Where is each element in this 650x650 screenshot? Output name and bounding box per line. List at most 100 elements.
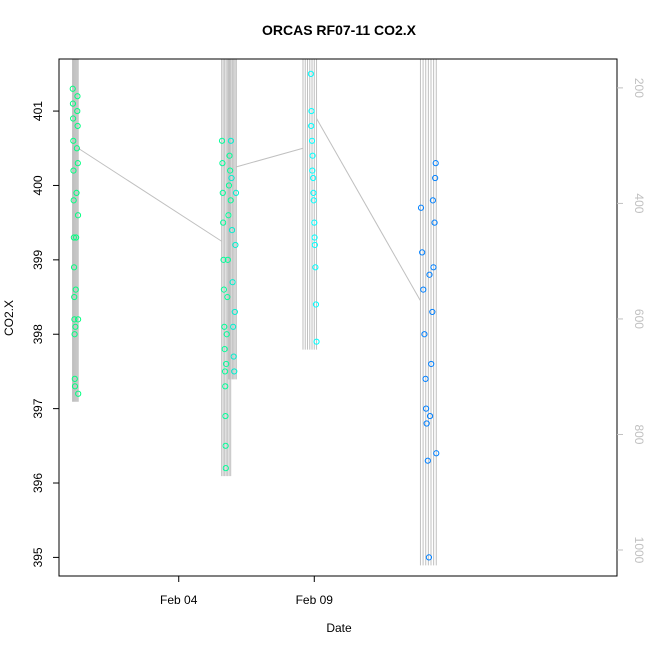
data-point bbox=[417, 204, 425, 211]
data-point bbox=[419, 249, 426, 256]
data-point bbox=[223, 331, 230, 338]
x-tick-label: Feb 09 bbox=[296, 593, 334, 607]
data-point bbox=[423, 405, 430, 412]
data-point bbox=[430, 264, 437, 271]
data-point bbox=[71, 383, 79, 390]
data-point bbox=[70, 115, 77, 122]
data-point bbox=[74, 93, 81, 100]
data-point bbox=[420, 286, 427, 293]
data-point bbox=[219, 189, 226, 196]
data-point bbox=[224, 256, 231, 263]
y2-tick-label: 1000 bbox=[632, 537, 646, 564]
data-point bbox=[225, 212, 232, 219]
pressure-trace-segment bbox=[77, 147, 222, 242]
data-point bbox=[232, 241, 239, 249]
data-point bbox=[73, 234, 80, 241]
data-point bbox=[230, 353, 237, 360]
plot-frame bbox=[58, 58, 618, 577]
pressure-trace-group bbox=[72, 59, 437, 566]
y-tick-label: 398 bbox=[31, 324, 45, 344]
data-point bbox=[227, 197, 234, 204]
data-point bbox=[70, 234, 77, 241]
secondary-y-axis: 200 400 600 800 1000 bbox=[617, 78, 646, 564]
data-point bbox=[72, 323, 79, 330]
data-point bbox=[426, 412, 434, 420]
y-tick-label: 399 bbox=[31, 250, 45, 270]
data-point bbox=[311, 234, 318, 241]
data-point bbox=[231, 308, 238, 316]
data-point bbox=[433, 450, 440, 457]
y-axis-label: CO2.X bbox=[2, 300, 16, 336]
data-point bbox=[421, 331, 428, 338]
data-point bbox=[226, 152, 233, 159]
data-point bbox=[311, 219, 318, 226]
chart-title: ORCAS RF07-11 CO2.X bbox=[262, 22, 417, 38]
data-point bbox=[312, 301, 320, 308]
data-point bbox=[221, 346, 228, 353]
y2-tick-label: 800 bbox=[632, 424, 646, 444]
y-tick-label: 395 bbox=[31, 547, 45, 567]
data-point bbox=[425, 554, 433, 561]
data-point bbox=[70, 197, 77, 204]
data-point bbox=[71, 331, 78, 338]
x-axis-label: Date bbox=[326, 621, 352, 635]
data-point bbox=[307, 70, 314, 77]
data-point-group bbox=[69, 70, 440, 561]
data-point bbox=[432, 174, 439, 182]
data-point bbox=[220, 256, 227, 263]
data-point bbox=[228, 226, 236, 234]
y-tick-label: 400 bbox=[31, 175, 45, 195]
data-point bbox=[313, 338, 320, 345]
y-axis: 395 396 397 398 399 400 401 bbox=[31, 101, 59, 567]
data-point bbox=[70, 264, 78, 271]
data-point bbox=[428, 360, 435, 368]
data-point bbox=[232, 189, 240, 196]
data-point bbox=[74, 212, 82, 219]
data-point bbox=[423, 420, 430, 427]
data-point bbox=[73, 145, 80, 152]
data-point bbox=[230, 323, 237, 330]
data-point bbox=[75, 316, 82, 323]
y2-tick-label: 200 bbox=[632, 78, 646, 98]
data-point bbox=[308, 137, 316, 144]
data-point bbox=[309, 167, 316, 174]
x-tick-label: Feb 04 bbox=[160, 593, 198, 607]
data-point bbox=[71, 316, 78, 323]
data-point bbox=[308, 107, 315, 115]
data-point bbox=[73, 189, 80, 196]
data-point bbox=[431, 219, 438, 226]
data-point bbox=[231, 368, 238, 375]
y2-tick-label: 600 bbox=[632, 309, 646, 329]
data-point bbox=[310, 197, 317, 204]
y-tick-label: 396 bbox=[31, 473, 45, 493]
data-point bbox=[227, 137, 234, 144]
data-point bbox=[222, 383, 229, 390]
data-point bbox=[310, 174, 317, 182]
pressure-trace-segment bbox=[316, 118, 421, 302]
data-point bbox=[70, 167, 77, 174]
data-point bbox=[71, 375, 78, 382]
data-point bbox=[222, 465, 229, 472]
data-point bbox=[222, 412, 229, 420]
y2-tick-label: 400 bbox=[632, 193, 646, 213]
data-point bbox=[311, 241, 318, 249]
data-point bbox=[72, 286, 79, 293]
data-point bbox=[310, 189, 317, 196]
data-point bbox=[220, 286, 228, 293]
data-point bbox=[219, 160, 226, 167]
data-point bbox=[309, 152, 316, 159]
data-point bbox=[228, 174, 235, 182]
pressure-trace-segment bbox=[236, 147, 304, 168]
data-point bbox=[69, 85, 76, 92]
data-point bbox=[221, 323, 228, 330]
data-point bbox=[223, 360, 230, 368]
y-tick-label: 397 bbox=[31, 398, 45, 418]
data-point bbox=[71, 293, 78, 301]
data-point bbox=[74, 160, 81, 167]
data-point bbox=[424, 457, 431, 464]
data-point bbox=[74, 122, 81, 130]
data-point bbox=[422, 375, 429, 382]
data-point bbox=[224, 293, 231, 301]
data-point bbox=[312, 264, 319, 271]
